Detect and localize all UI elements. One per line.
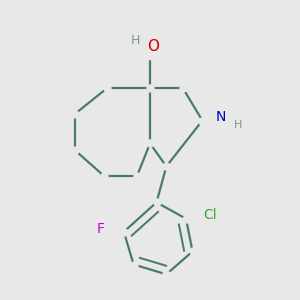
Text: Cl: Cl [204, 208, 217, 222]
Text: H: H [233, 121, 242, 130]
Text: O: O [147, 39, 159, 54]
Text: F: F [97, 221, 105, 236]
Text: N: N [215, 110, 226, 124]
Text: H: H [131, 34, 140, 47]
